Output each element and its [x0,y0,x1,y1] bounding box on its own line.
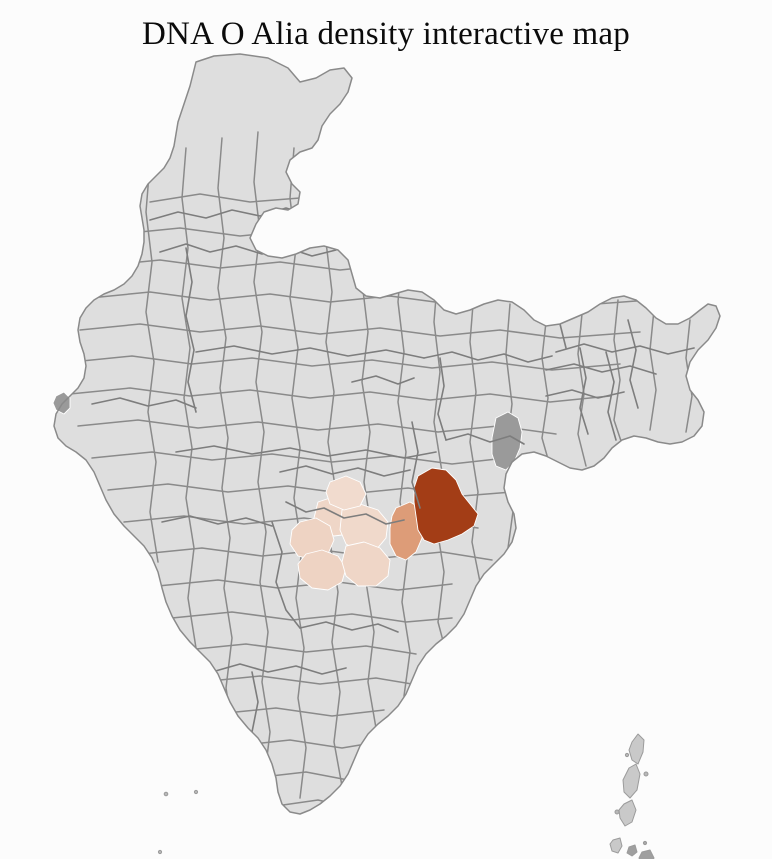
region-shade-grey-west-tip[interactable] [53,392,70,414]
region-highlight-pale-cluster-6[interactable] [326,476,366,510]
region-highlight-pale-cluster-3[interactable] [298,550,346,590]
region-shade-grey-coastal[interactable] [492,412,522,470]
india-landmass[interactable] [53,54,720,814]
island-dot-lakshadweep-mid[interactable] [193,789,199,795]
island-middle-andaman[interactable] [622,763,641,799]
region-highlight-pale-cluster-5[interactable] [342,542,390,586]
island-dot-barren[interactable] [643,771,649,777]
island-dot-small-east[interactable] [614,809,620,815]
india-national-outline [54,54,720,814]
lakshadweep-islands[interactable] [157,789,199,855]
region-highlight-dark-coastal[interactable] [414,468,478,544]
island-car-nicobar[interactable] [626,844,638,857]
island-dot-lakshadweep-north[interactable] [163,791,169,797]
island-dot-nancowry[interactable] [642,840,648,846]
andaman-nicobar-islands[interactable] [609,733,655,859]
island-great-nicobar[interactable] [638,849,655,859]
page-title: DNA O Alia density interactive map [142,16,630,52]
island-little-andaman[interactable] [609,837,623,854]
island-dot-lakshadweep-south[interactable] [157,849,163,855]
india-choropleth-map[interactable] [0,52,772,859]
island-dot-north[interactable] [624,752,630,758]
island-north-andaman[interactable] [628,733,645,765]
